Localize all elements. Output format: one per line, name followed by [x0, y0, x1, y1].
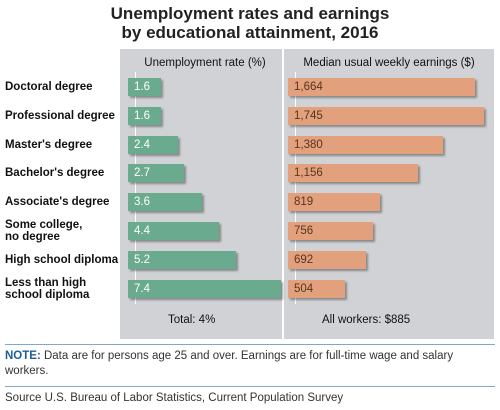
category-label-doctoral: Doctoral degree — [5, 81, 93, 93]
earnings-value-high-school: 692 — [294, 253, 314, 266]
category-label-high-school: High school diploma — [5, 253, 119, 266]
unemployment-bar-less-than-hs — [128, 279, 281, 298]
category-label-less-than-hs: Less than high school diploma — [5, 276, 90, 301]
earnings-bar-high-school — [288, 250, 366, 269]
unemployment-value-less-than-hs: 7.4 — [134, 282, 150, 295]
chart-title: Unemployment rates and earnings by educa… — [0, 4, 500, 42]
unemployment-value-bachelors: 2.7 — [134, 167, 150, 180]
unemployment-value-masters: 2.4 — [134, 138, 150, 151]
category-label-professional: Professional degree — [5, 109, 115, 122]
unemployment-value-doctoral: 1.6 — [134, 81, 150, 93]
earnings-bar-professional — [288, 106, 484, 125]
earnings-gridline — [295, 72, 296, 304]
unemployment-bar-some-college — [128, 222, 219, 240]
divider-top — [5, 344, 495, 345]
earnings-bar-some-college — [288, 222, 373, 240]
earnings-bar-less-than-hs — [288, 279, 345, 298]
note-text: Data are for persons age 25 and over. Ea… — [5, 350, 454, 377]
earnings-bar-bachelors — [288, 164, 418, 183]
category-label-associates: Associate's degree — [5, 196, 110, 209]
unemployment-value-professional: 1.6 — [134, 109, 150, 122]
divider-bottom — [5, 386, 495, 387]
earnings-value-bachelors: 1,156 — [294, 167, 323, 180]
earnings-total: All workers: $885 — [322, 314, 411, 326]
earnings-value-professional: 1,745 — [294, 109, 323, 122]
earnings-value-some-college: 756 — [294, 225, 314, 237]
unemployment-bar-masters — [128, 135, 178, 154]
earnings-value-less-than-hs: 504 — [294, 282, 314, 295]
unemployment-value-associates: 3.6 — [134, 196, 150, 209]
unemployment-value-high-school: 5.2 — [134, 253, 150, 266]
earnings-value-associates: 819 — [294, 196, 314, 209]
note: NOTE: Data are for persons age 25 and ov… — [5, 349, 485, 379]
unemployment-bar-associates — [128, 193, 202, 212]
unemployment-column-header: Unemployment rate (%) — [144, 57, 266, 69]
earnings-bar-masters — [288, 135, 443, 154]
category-label-masters: Master's degree — [5, 138, 93, 151]
unemployment-total: Total: 4% — [168, 314, 216, 326]
chart-title-line1: Unemployment rates and earnings — [110, 4, 390, 23]
earnings-bar-associates — [288, 193, 380, 212]
earnings-column-header: Median usual weekly earnings ($) — [303, 57, 475, 69]
chart-title-line2: by educational attainment, 2016 — [121, 23, 379, 42]
earnings-value-masters: 1,380 — [294, 138, 323, 151]
unemployment-value-some-college: 4.4 — [134, 225, 150, 237]
unemployment-bar-doctoral — [128, 78, 161, 96]
source: Source U.S. Bureau of Labor Statistics, … — [5, 392, 344, 404]
earnings-bar-doctoral — [288, 78, 475, 96]
note-label: NOTE: — [5, 350, 41, 362]
category-label-some-college: Some college, no degree — [5, 219, 83, 243]
unemployment-gridline — [135, 72, 136, 304]
unemployment-bar-bachelors — [128, 164, 184, 183]
unemployment-bar-professional — [128, 106, 161, 125]
earnings-value-doctoral: 1,664 — [294, 81, 323, 93]
unemployment-bar-high-school — [128, 250, 236, 269]
category-label-bachelors: Bachelor's degree — [5, 167, 105, 180]
